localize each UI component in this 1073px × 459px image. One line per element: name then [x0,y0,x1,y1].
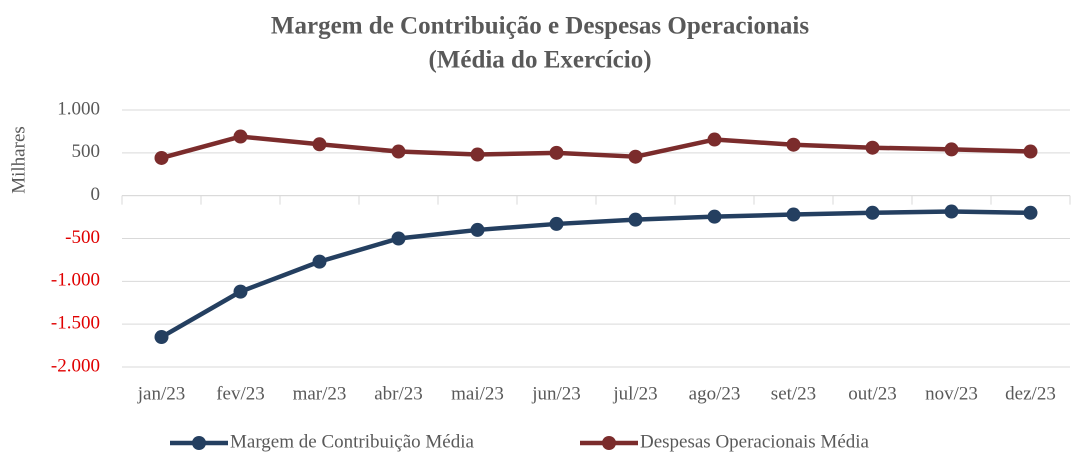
point [233,129,248,144]
x-tick-label: jan/23 [137,383,186,404]
legend-marker [602,436,616,450]
x-tick-label: mar/23 [293,383,347,404]
x-tick-label: jun/23 [531,383,581,404]
point [549,145,564,160]
x-tick-label: abr/23 [374,383,423,404]
point [865,205,880,220]
x-tick-label: ago/23 [689,383,741,404]
point [312,137,327,152]
y-tick-label: 500 [72,141,101,162]
point [470,147,485,162]
point [1023,205,1038,220]
y-axis-label: Milhares [8,126,29,194]
point [233,284,248,299]
x-tick-label: set/23 [771,383,816,404]
point [786,207,801,222]
legend-label: Margem de Contribuição Média [230,431,475,452]
point [154,330,169,345]
point [1023,144,1038,159]
point [628,212,643,227]
y-tick-label: 0 [91,184,101,205]
point [944,142,959,157]
point [707,209,722,224]
point [549,216,564,231]
x-tick-label: dez/23 [1005,383,1056,404]
point [628,149,643,164]
legend-label: Despesas Operacionais Média [640,431,870,452]
series-line [160,134,1031,161]
series-line [160,209,1031,339]
point [391,144,406,159]
x-tick-label: jul/23 [612,383,657,404]
point [391,231,406,246]
chart-subtitle: (Média do Exercício) [428,47,651,74]
x-tick-label: nov/23 [925,383,978,404]
x-tick-label: mai/23 [451,383,504,404]
y-tick-label: -2.000 [51,355,100,376]
y-tick-label: 1.000 [57,98,100,119]
x-tick-label: out/23 [848,383,897,404]
point [944,204,959,219]
point [707,132,722,147]
y-tick-label: -500 [65,227,100,248]
point [470,222,485,237]
point [154,150,169,165]
legend-marker [192,436,206,450]
y-tick-label: -1.000 [51,270,100,291]
chart-title: Margem de Contribuição e Despesas Operac… [271,13,809,40]
point [312,254,327,269]
y-tick-label: -1.500 [51,313,100,334]
point [786,137,801,152]
point [865,140,880,155]
x-tick-label: fev/23 [216,383,265,404]
